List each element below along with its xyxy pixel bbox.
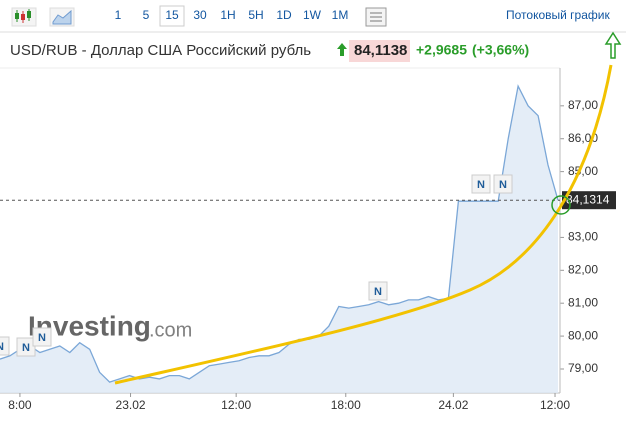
area-fill <box>0 86 559 393</box>
y-tick-label: 85,00 <box>568 164 598 178</box>
trend-curve <box>114 64 613 385</box>
interval-button[interactable]: 1W <box>303 8 322 22</box>
news-marker[interactable]: N <box>22 342 30 354</box>
x-tick-label: 12:00 <box>540 398 570 412</box>
instrument-title: USD/RUB - Доллар США Российский рубль <box>10 42 311 59</box>
watermark-suffix: .com <box>149 319 192 341</box>
news-marker-box <box>16 337 36 357</box>
interval-button[interactable]: 30 <box>193 8 207 22</box>
interval-button[interactable]: 1D <box>276 8 292 22</box>
y-tick-label: 82,00 <box>568 262 598 276</box>
price-box <box>349 40 410 62</box>
interval-button[interactable]: 5H <box>248 8 263 22</box>
green-arrow <box>604 31 622 59</box>
x-tick-label: 8:00 <box>8 398 32 412</box>
interval-button[interactable]: 1M <box>332 8 349 22</box>
interval-button[interactable]: 1H <box>220 8 235 22</box>
y-tick-label: 81,00 <box>568 295 598 309</box>
change-percent: (+3,66%) <box>472 42 529 58</box>
x-tick-label: 23.02 <box>116 398 146 412</box>
y-tick-label: 87,00 <box>568 98 598 112</box>
y-tick-label: 79,00 <box>568 361 598 375</box>
news-marker-box <box>0 336 10 356</box>
news-marker[interactable]: N <box>499 179 507 191</box>
interval-button[interactable]: 5 <box>143 8 150 22</box>
last-price-label: 84,1314 <box>566 192 610 206</box>
news-marker-box <box>471 174 491 194</box>
interval-button[interactable]: 15 <box>165 8 179 22</box>
x-tick-label: 24.02 <box>438 398 468 412</box>
news-marker-box <box>32 327 52 347</box>
interval-button[interactable]: 1 <box>115 8 122 22</box>
x-tick-label: 12:00 <box>221 398 251 412</box>
price: 84,1138 <box>354 42 407 59</box>
news-marker-box <box>493 174 513 194</box>
up-arrow <box>337 43 347 56</box>
highlight-circle <box>551 195 571 215</box>
interval-active <box>159 5 185 27</box>
x-tick-label: 18:00 <box>331 398 361 412</box>
last-price-box <box>562 191 616 210</box>
news-marker[interactable]: N <box>38 332 46 344</box>
news-marker-box <box>368 281 388 301</box>
news-marker[interactable]: N <box>0 341 4 353</box>
news-marker[interactable]: N <box>477 179 485 191</box>
news-marker[interactable]: N <box>374 286 382 298</box>
y-tick-label: 83,00 <box>568 230 598 244</box>
change: +2,9685 <box>416 42 467 58</box>
toolbar-icons[interactable] <box>11 7 387 27</box>
y-tick-label: 80,00 <box>568 328 598 342</box>
price-line <box>0 84 559 383</box>
stream-link[interactable]: Потоковый график <box>506 8 610 22</box>
